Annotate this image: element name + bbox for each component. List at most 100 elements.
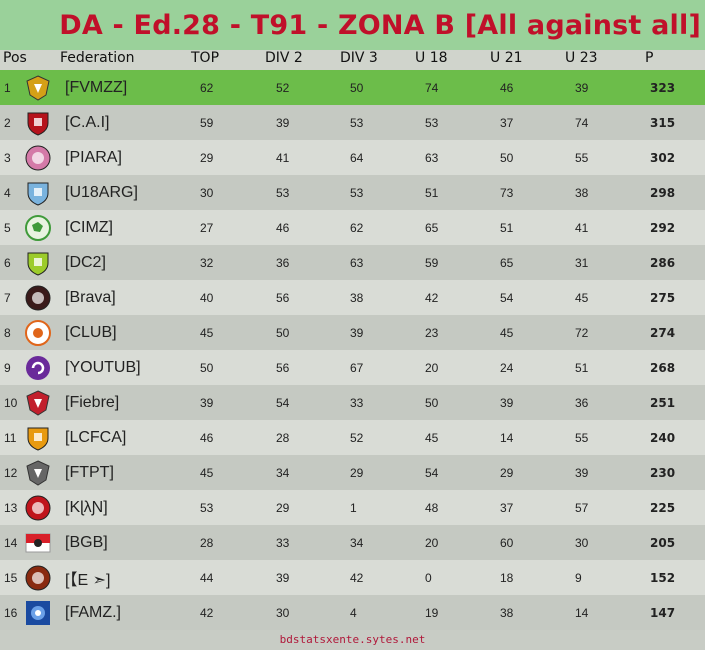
cell-pos: 10 <box>4 395 18 410</box>
cell-u23: 72 <box>575 325 589 340</box>
shield-icon <box>25 425 51 451</box>
table-row[interactable]: 5 [CIMZ] 27 46 62 65 51 41 292 <box>0 210 705 245</box>
cell-federation[interactable]: [PIARA] <box>65 148 122 166</box>
table-row[interactable]: 8 [CLUB] 45 50 39 23 45 72 274 <box>0 315 705 350</box>
cell-u23: 31 <box>575 255 589 270</box>
cell-pos: 13 <box>4 500 18 515</box>
cell-top: 44 <box>200 570 214 585</box>
cell-federation[interactable]: [FAMZ.] <box>65 603 121 621</box>
header-u23[interactable]: U 23 <box>565 50 598 66</box>
cell-div2: 28 <box>276 430 290 445</box>
cell-top: 59 <box>200 115 214 130</box>
cell-federation[interactable]: [【E ➣] <box>65 571 111 589</box>
square-icon <box>25 600 51 626</box>
cell-points: 240 <box>650 430 676 445</box>
cell-federation[interactable]: [U18ARG] <box>65 183 138 201</box>
cell-top: 45 <box>200 325 214 340</box>
cell-federation[interactable]: [CLUB] <box>65 323 117 341</box>
header-div2[interactable]: DIV 2 <box>265 50 303 66</box>
cell-federation[interactable]: [LCFCA] <box>65 428 127 446</box>
cell-u21: 18 <box>500 570 514 585</box>
cell-federation[interactable]: [Brava] <box>65 288 116 306</box>
badge-icon <box>25 285 51 311</box>
cell-top: 29 <box>200 150 214 165</box>
table-row[interactable]: 4 [U18ARG] 30 53 53 51 73 38 298 <box>0 175 705 210</box>
cell-u21: 37 <box>500 115 514 130</box>
cell-u21: 39 <box>500 395 514 410</box>
cell-pos: 9 <box>4 360 11 375</box>
cell-u21: 50 <box>500 150 514 165</box>
cell-div3: 4 <box>350 605 357 620</box>
cell-u18: 20 <box>425 535 439 550</box>
badge-icon <box>25 145 51 171</box>
cell-div2: 54 <box>276 395 290 410</box>
cell-pos: 3 <box>4 150 11 165</box>
cell-top: 39 <box>200 395 214 410</box>
cell-div3: 34 <box>350 535 364 550</box>
cell-u18: 74 <box>425 80 439 95</box>
cell-u18: 42 <box>425 290 439 305</box>
header-top[interactable]: TOP <box>191 50 220 66</box>
table-row[interactable]: 10 [Fiebre] 39 54 33 50 39 36 251 <box>0 385 705 420</box>
cell-points: 251 <box>650 395 676 410</box>
cell-u18: 45 <box>425 430 439 445</box>
cell-u23: 51 <box>575 360 589 375</box>
cell-points: 286 <box>650 255 676 270</box>
header-points[interactable]: P <box>645 50 654 66</box>
table-row[interactable]: 7 [Brava] 40 56 38 42 54 45 275 <box>0 280 705 315</box>
cell-federation[interactable]: [DC2] <box>65 253 106 271</box>
flag-icon <box>25 530 51 556</box>
cell-federation[interactable]: [FTPT] <box>65 463 114 481</box>
cell-u18: 51 <box>425 185 439 200</box>
globe-icon <box>25 214 51 241</box>
cell-top: 53 <box>200 500 214 515</box>
table-row[interactable]: 15 [【E ➣] 44 39 42 0 18 9 152 <box>0 560 705 595</box>
cell-div3: 38 <box>350 290 364 305</box>
table-row[interactable]: 11 [LCFCA] 46 28 52 45 14 55 240 <box>0 420 705 455</box>
table-row[interactable]: 3 [PIARA] 29 41 64 63 50 55 302 <box>0 140 705 175</box>
cell-div3: 63 <box>350 255 364 270</box>
footer-link[interactable]: bdstatsxente.sytes.net <box>279 633 426 646</box>
cell-federation[interactable]: [C.A.I] <box>65 113 110 131</box>
cell-u18: 59 <box>425 255 439 270</box>
cell-div3: 1 <box>350 500 357 515</box>
cell-div2: 39 <box>276 115 290 130</box>
cell-federation[interactable]: [YOUTUB] <box>65 358 141 376</box>
cell-federation[interactable]: [CIMZ] <box>65 218 113 236</box>
cell-pos: 8 <box>4 325 11 340</box>
cell-u18: 53 <box>425 115 439 130</box>
header-u18[interactable]: U 18 <box>415 50 448 66</box>
table-row[interactable]: 1 [FVMZZ] 62 52 50 74 46 39 323 <box>0 70 705 105</box>
cell-div3: 33 <box>350 395 364 410</box>
cell-top: 32 <box>200 255 214 270</box>
cell-u21: 37 <box>500 500 514 515</box>
cell-federation[interactable]: [BGB] <box>65 533 108 551</box>
cell-u23: 74 <box>575 115 589 130</box>
table-row[interactable]: 9 [YOUTUB] 50 56 67 20 24 51 268 <box>0 350 705 385</box>
cell-top: 28 <box>200 535 214 550</box>
swirl-icon <box>25 355 51 381</box>
header-pos[interactable]: Pos <box>3 50 27 66</box>
cell-points: 225 <box>650 500 676 515</box>
header-federation[interactable]: Federation <box>60 50 135 66</box>
table-row[interactable]: 13 [KɭλƝ] 53 29 1 48 37 57 225 <box>0 490 705 525</box>
table-header: Pos Federation TOP DIV 2 DIV 3 U 18 U 21… <box>0 50 705 70</box>
cell-points: 292 <box>650 220 676 235</box>
header-u21[interactable]: U 21 <box>490 50 523 66</box>
cell-u23: 39 <box>575 465 589 480</box>
header-div3[interactable]: DIV 3 <box>340 50 378 66</box>
cell-div3: 64 <box>350 150 364 165</box>
table-row[interactable]: 12 [FTPT] 45 34 29 54 29 39 230 <box>0 455 705 490</box>
cell-points: 147 <box>650 605 676 620</box>
cell-u21: 46 <box>500 80 514 95</box>
table-row[interactable]: 2 [C.A.I] 59 39 53 53 37 74 315 <box>0 105 705 140</box>
cell-federation[interactable]: [KɭλƝ] <box>65 498 108 516</box>
badge-icon <box>25 495 51 521</box>
table-row[interactable]: 16 [FAMZ.] 42 30 4 19 38 14 147 <box>0 595 705 630</box>
cell-federation[interactable]: [FVMZZ] <box>65 78 128 96</box>
cell-federation[interactable]: [Fiebre] <box>65 393 120 411</box>
shield-icon <box>25 110 51 136</box>
table-row[interactable]: 6 [DC2] 32 36 63 59 65 31 286 <box>0 245 705 280</box>
table-row[interactable]: 14 [BGB] 28 33 34 20 60 30 205 <box>0 525 705 560</box>
cell-u18: 48 <box>425 500 439 515</box>
